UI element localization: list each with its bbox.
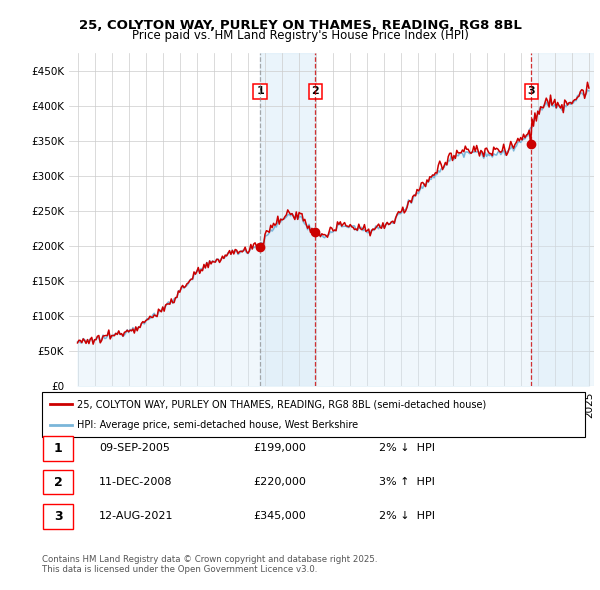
Text: 12-AUG-2021: 12-AUG-2021 [99,512,173,521]
Text: £220,000: £220,000 [254,477,307,487]
Text: 25, COLYTON WAY, PURLEY ON THAMES, READING, RG8 8BL (semi-detached house): 25, COLYTON WAY, PURLEY ON THAMES, READI… [77,399,487,409]
Text: Contains HM Land Registry data © Crown copyright and database right 2025.
This d: Contains HM Land Registry data © Crown c… [42,555,377,574]
Text: Price paid vs. HM Land Registry's House Price Index (HPI): Price paid vs. HM Land Registry's House … [131,30,469,42]
Text: £345,000: £345,000 [254,512,307,521]
Text: £199,000: £199,000 [254,444,307,453]
Text: 1: 1 [256,87,264,96]
Text: 09-SEP-2005: 09-SEP-2005 [99,444,170,453]
Text: 2% ↓  HPI: 2% ↓ HPI [379,512,434,521]
Text: 3: 3 [54,510,62,523]
Text: 2: 2 [311,87,319,96]
FancyBboxPatch shape [43,436,73,461]
Text: 1: 1 [54,442,62,455]
Text: 25, COLYTON WAY, PURLEY ON THAMES, READING, RG8 8BL: 25, COLYTON WAY, PURLEY ON THAMES, READI… [79,19,521,32]
Text: 2: 2 [54,476,62,489]
Bar [531,53,594,386]
Text: 3: 3 [527,87,535,96]
FancyBboxPatch shape [43,504,73,529]
Text: 2% ↓  HPI: 2% ↓ HPI [379,444,434,453]
Text: 3% ↑  HPI: 3% ↑ HPI [379,477,434,487]
Bar [260,53,316,386]
Text: HPI: Average price, semi-detached house, West Berkshire: HPI: Average price, semi-detached house,… [77,419,358,430]
Text: 11-DEC-2008: 11-DEC-2008 [99,477,173,487]
FancyBboxPatch shape [43,470,73,494]
